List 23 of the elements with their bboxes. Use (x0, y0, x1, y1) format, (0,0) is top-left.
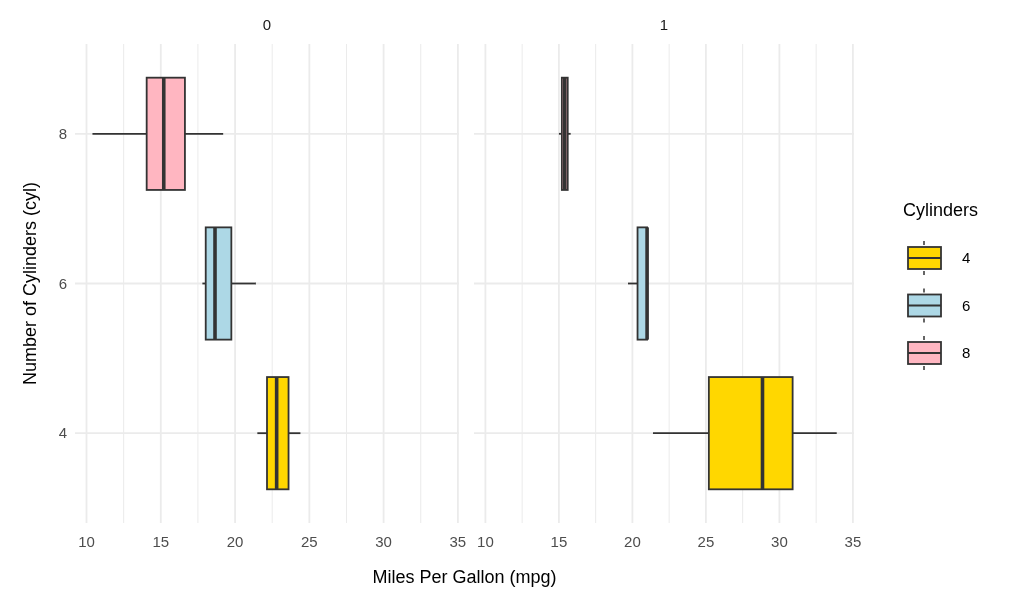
chart-title: 1 (659, 16, 669, 33)
x-tick-label: 10 (477, 533, 494, 550)
x-tick-label: 30 (375, 533, 392, 550)
x-tick-label: 30 (771, 533, 788, 550)
y-tick-label: 6 (58, 274, 67, 292)
legend-label: 4 (962, 249, 971, 267)
x-tick-label: 10 (78, 533, 95, 550)
x-tick-label: 15 (550, 533, 568, 550)
x-tick-label: 20 (624, 533, 641, 550)
x-tick-label: 35 (449, 533, 467, 550)
y-axis-title: Number of Cylinders (cyl) (20, 181, 40, 386)
y-tick-label: 8 (58, 125, 67, 143)
chart-title: 0 (262, 16, 272, 33)
legend-title: Cylinders (903, 200, 979, 220)
legend-label: 8 (962, 344, 971, 362)
x-tick-label: 20 (226, 533, 244, 550)
x-tick-label: 35 (844, 533, 862, 550)
x-tick-label: 25 (697, 533, 715, 550)
x-tick-label: 15 (152, 533, 170, 550)
x-axis-title: Miles Per Gallon (mpg) (372, 567, 557, 587)
x-tick-label: 25 (300, 533, 318, 550)
legend-label: 6 (962, 296, 971, 314)
y-tick-label: 4 (58, 424, 67, 442)
